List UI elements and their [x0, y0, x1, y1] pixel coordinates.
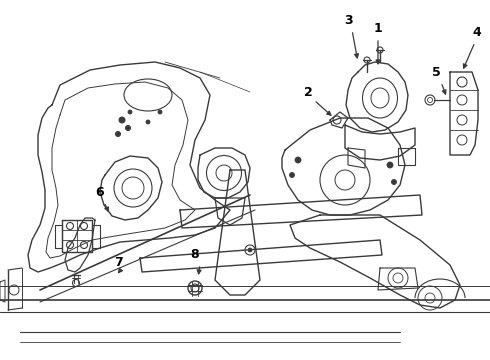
Text: 6: 6 — [96, 186, 104, 199]
Circle shape — [116, 131, 121, 136]
Circle shape — [248, 248, 252, 252]
Circle shape — [158, 110, 162, 114]
Circle shape — [290, 172, 294, 177]
Circle shape — [146, 120, 150, 124]
Circle shape — [295, 157, 301, 163]
Text: 3: 3 — [343, 13, 352, 27]
Circle shape — [387, 162, 393, 168]
Text: 1: 1 — [374, 22, 382, 35]
Circle shape — [128, 110, 132, 114]
Text: 7: 7 — [114, 256, 122, 269]
Circle shape — [119, 117, 125, 123]
Text: 4: 4 — [473, 26, 481, 39]
Text: 5: 5 — [432, 66, 441, 78]
Text: 8: 8 — [191, 248, 199, 261]
Circle shape — [392, 180, 396, 184]
Text: 2: 2 — [304, 85, 313, 99]
Circle shape — [125, 126, 130, 130]
